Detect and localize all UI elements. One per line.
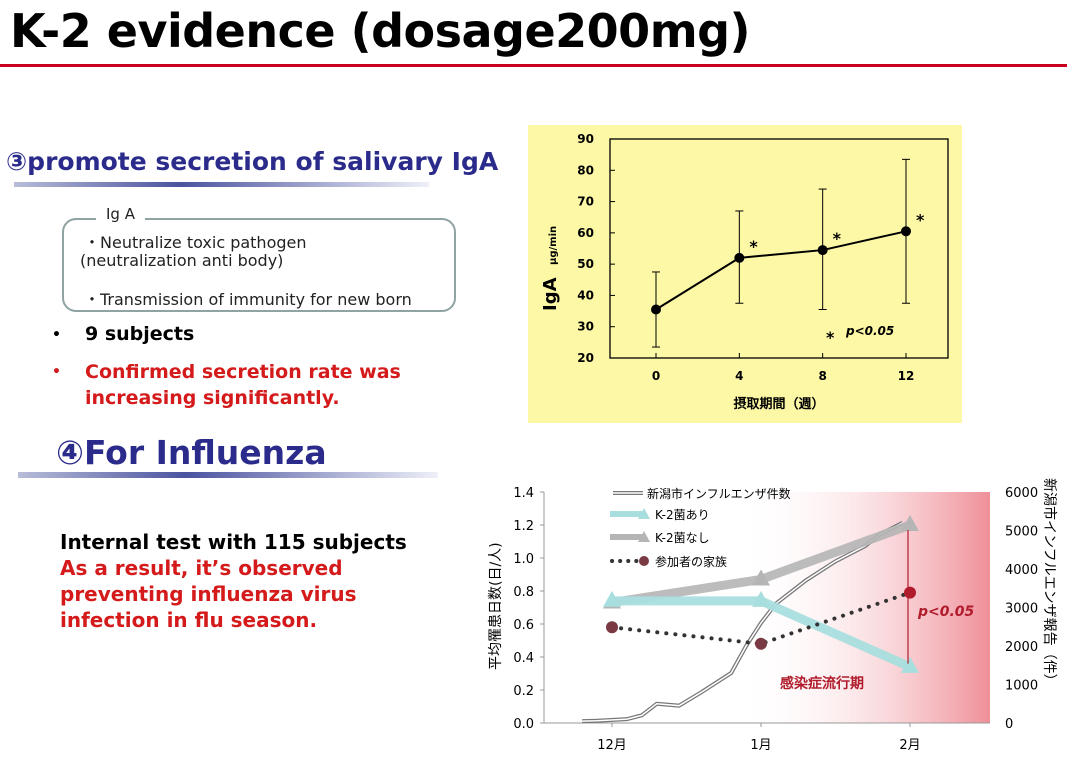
iga-data-point	[817, 245, 828, 256]
iga-info-box	[62, 218, 456, 312]
y-tick-label: 1.2	[513, 519, 534, 534]
legend-k2-absent-marker	[638, 531, 650, 542]
influenza-text-line-1: Internal test with 115 subjects	[60, 530, 407, 554]
section3-heading: ③promote secretion of salivary IgA	[6, 147, 499, 176]
report-series-line-inner	[582, 522, 903, 722]
y-tick-label: 0.0	[513, 717, 534, 732]
iga-box-line-2: (neutralization anti body)	[80, 251, 284, 270]
bullet-mark: •	[52, 327, 61, 343]
plot-frame	[609, 138, 949, 359]
iga-box-label: Ig A	[96, 205, 145, 223]
legend-k2-absent-label: K-2菌なし	[655, 531, 710, 545]
section3-underline	[14, 182, 429, 187]
bullet-result-line-1: Confirmed secretion rate was	[85, 361, 401, 383]
y-axis-unit: μg/min	[548, 226, 559, 265]
y-tick-label: 30	[577, 320, 594, 334]
iga-chart: 20 30 40 50 60 70 80 90 0 4 8 12 摂取期間（週） IgA μg/min * * *…	[528, 125, 962, 423]
x-tick-label: 8	[818, 369, 826, 383]
y-axis-label: 平均罹患日数(日/人)	[488, 542, 504, 670]
bullet-subjects: 9 subjects	[85, 323, 195, 345]
iga-data-point	[901, 226, 911, 237]
y-tick-label: 70	[577, 195, 594, 209]
influenza-text-line-2: As a result, it’s observed	[60, 556, 343, 580]
series-family-point	[606, 621, 618, 634]
y2-tick-label: 0	[1005, 717, 1013, 732]
y-tick-label: 1.4	[513, 486, 534, 501]
y2-tick-label: 3000	[1005, 602, 1038, 617]
x-tick-label: 0	[652, 369, 660, 383]
y-axis-label: IgA	[540, 277, 561, 311]
x-tick-label: 1月	[750, 738, 771, 753]
y-tick-label: 80	[577, 163, 594, 177]
y-tick-label: 0.8	[513, 585, 534, 600]
series-k2-present-point	[901, 656, 919, 673]
series-family-point	[904, 586, 916, 599]
section4-heading: ④For Influenza	[56, 433, 327, 472]
y-tick-label: 60	[577, 226, 594, 240]
significance-star: *	[916, 210, 925, 229]
series-family-line	[610, 590, 912, 646]
series-k2-present-point	[603, 590, 621, 607]
iga-box-line-3: ・Transmission of immunity for new born	[84, 290, 412, 309]
series-family-point	[755, 637, 767, 650]
influenza-chart: 0.0 0.2 0.4 0.6 0.8 1.0 1.2 1.4 0 1000 2000 3000 400…	[488, 478, 1058, 753]
chart-background	[528, 125, 962, 423]
legend-k2-present-marker	[638, 508, 650, 519]
iga-data-point	[734, 252, 745, 263]
y2-tick-label: 1000	[1005, 679, 1038, 694]
y-tick-label: 1.0	[513, 552, 534, 567]
legend-star: *	[826, 328, 835, 347]
legend-k2-present-label: K-2菌あり	[655, 508, 710, 522]
x-axis-label: 摂取期間（週）	[733, 396, 824, 412]
y-tick-label: 50	[577, 257, 594, 271]
y2-tick-label: 2000	[1005, 640, 1038, 655]
significance-star: *	[749, 237, 758, 256]
title-divider	[0, 64, 1067, 67]
y-tick-label: 20	[577, 351, 594, 365]
iga-data-point	[651, 304, 661, 315]
bullet-mark: •	[52, 364, 61, 380]
series-k2-present-point	[752, 590, 770, 607]
y2-tick-label: 5000	[1005, 525, 1038, 540]
y2-tick-label: 4000	[1005, 563, 1038, 578]
influenza-text-line-4: infection in flu season.	[60, 608, 318, 632]
x-tick-label: 2月	[899, 738, 920, 753]
iga-series-line	[655, 230, 907, 311]
influenza-text-line-3: preventing influenza virus	[60, 582, 357, 606]
y-tick-label: 40	[577, 288, 594, 302]
significance-star: *	[833, 229, 842, 248]
x-tick-label: 12月	[597, 738, 627, 753]
iga-box-line-1: ・Neutralize toxic pathogen	[84, 233, 307, 252]
x-tick-label: 12	[898, 369, 915, 383]
season-label: 感染症流行期	[780, 675, 864, 692]
y-tick-label: 90	[577, 132, 594, 146]
y-tick-label: 0.4	[513, 651, 534, 666]
legend-pvalue: p<0.05	[845, 324, 894, 338]
y2-tick-label: 6000	[1005, 486, 1038, 501]
series-k2-absent-point	[752, 569, 770, 586]
bullet-result-line-2: increasing significantly.	[85, 387, 340, 409]
legend-report-label: 新潟市インフルエンザ件数	[647, 486, 791, 501]
section4-underline	[18, 472, 438, 478]
x-tick-label: 4	[735, 369, 743, 383]
page-title: K-2 evidence (dosage200mg)	[10, 4, 751, 58]
legend-family-label: 参加者の家族	[655, 554, 727, 569]
legend-family-marker	[639, 556, 649, 566]
y2-axis-label: 新潟市インフルエンザ報告（件）	[1041, 478, 1058, 688]
y-tick-label: 0.6	[513, 618, 534, 633]
significance-label: p<0.05	[917, 604, 975, 620]
y-tick-label: 0.2	[513, 684, 534, 699]
series-k2-absent-point	[901, 515, 919, 531]
